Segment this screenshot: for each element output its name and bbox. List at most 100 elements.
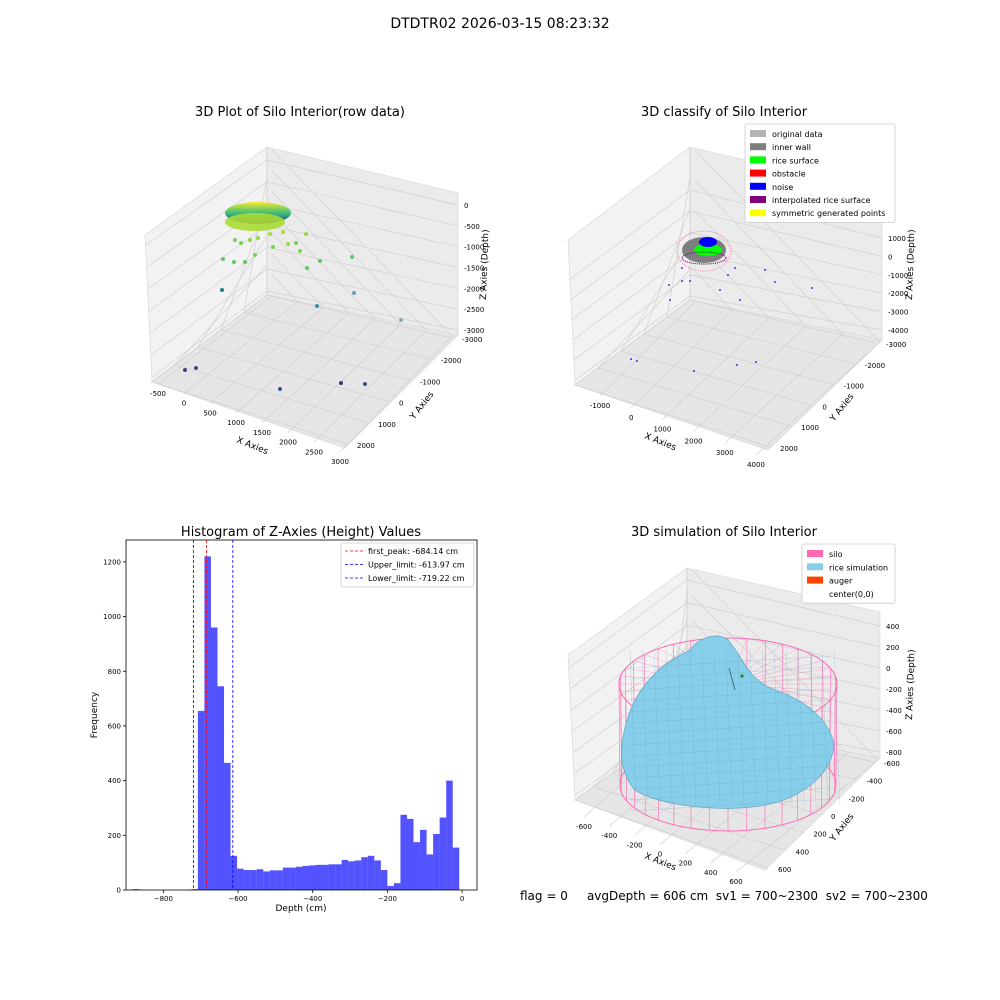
z-tick-label: 400	[886, 623, 899, 631]
x-gridline	[261, 212, 376, 424]
panel4-legend-label: silo	[829, 550, 843, 559]
histogram-bar	[302, 865, 309, 890]
rice-mesh-line	[797, 649, 805, 806]
panel2-noise-point	[681, 267, 683, 269]
histogram-legend-label: Upper_limit: -613.97 cm	[368, 561, 465, 570]
histogram-frame	[125, 539, 478, 891]
histogram-bar	[387, 885, 394, 890]
y-gridline	[643, 208, 834, 385]
z-gridline	[146, 181, 459, 268]
panel1-xlabel: X Axies	[235, 436, 270, 458]
panel1-title: 3D Plot of Silo Interior(row data)	[195, 105, 405, 120]
histogram-bar	[446, 780, 453, 890]
x-gridline	[694, 180, 844, 444]
rice-mesh-line	[629, 699, 831, 713]
y-gridline	[597, 269, 792, 427]
y-tick-label: -2000	[865, 362, 885, 370]
panel2-noise-point	[693, 370, 695, 372]
rice-mesh-line	[833, 649, 841, 806]
panel1-point	[239, 241, 243, 245]
panel2-wall-ring	[676, 230, 732, 272]
z-gridline	[571, 647, 881, 732]
panel2-noise-point	[630, 358, 632, 360]
histogram-bar	[243, 870, 251, 890]
rice-mesh-line	[749, 649, 757, 806]
y-gridline	[574, 299, 771, 448]
rice-mesh-line	[629, 798, 831, 812]
x-gridline	[209, 254, 324, 404]
histogram-bar	[433, 833, 440, 890]
histogram-bar	[315, 864, 323, 890]
histogram-bar	[295, 866, 303, 890]
y-gridline	[666, 177, 855, 365]
rice-mesh-line	[629, 787, 831, 801]
y-gridline	[620, 238, 813, 406]
y-tick-label: 400	[796, 848, 809, 856]
panel1-point	[194, 366, 198, 370]
z-gridline	[573, 274, 883, 361]
panel2-legend: original data inner wall rice surface obsta…	[744, 123, 896, 223]
histogram-bar	[276, 870, 283, 890]
status-flag: flag = 0	[520, 889, 568, 903]
z-tick-label: -1000	[888, 272, 908, 280]
rice-mesh-line	[629, 732, 831, 746]
histogram-bar	[348, 861, 355, 890]
panel4-legend-label: auger	[829, 577, 853, 586]
histogram-bar	[374, 860, 381, 890]
panel2-legend-label: inner wall	[772, 143, 811, 152]
histogram-y-tick-label: 0	[117, 887, 121, 895]
panel-raw-3d: 3D Plot of Silo Interior(row data) -500 0…	[144, 105, 491, 466]
panel2-legend-label: original data	[772, 130, 823, 139]
z-tick-label: 0	[464, 202, 468, 210]
z-tick-label: -3000	[888, 309, 908, 317]
panel1-point-cluster-rim	[225, 213, 285, 231]
panel-simulation-3d: 3D simulation of Silo Interior -600-400-…	[567, 525, 917, 886]
z-tick-label: 1000	[888, 235, 906, 243]
x-tick-label: 3000	[331, 458, 349, 466]
auger-marker	[728, 667, 744, 691]
histogram-bar	[217, 686, 225, 890]
histogram-y-tick-label: 200	[108, 832, 121, 840]
histogram-bar	[380, 870, 388, 890]
z-tick-label: -4000	[888, 327, 908, 335]
panel1-point	[281, 230, 285, 234]
y-tick-label: 200	[813, 831, 826, 839]
z-tick-label: -500	[464, 223, 480, 231]
histogram-bar	[406, 818, 414, 890]
y-tick-label: -3000	[462, 336, 482, 344]
x-tick-label: 1000	[227, 419, 245, 427]
histogram-x-tick-label: 0	[460, 895, 464, 903]
panel2-legend-label: obstacle	[772, 170, 806, 179]
x-tick-label: 500	[203, 409, 216, 417]
histogram-bar	[269, 870, 277, 890]
status-avg-depth: avgDepth = 606 cm	[586, 889, 709, 903]
panel1-point	[253, 253, 257, 257]
z-tick-label: -1000	[464, 244, 484, 252]
panel2-noise-point	[719, 289, 721, 291]
y-tick-label: -600	[884, 760, 900, 768]
status-line: flag = 0 avgDepth = 606 cm sv1 = 700~230…	[520, 889, 928, 903]
z-tick-label: -1500	[464, 265, 484, 273]
panel1-point	[268, 232, 272, 236]
histogram-bar	[361, 857, 368, 890]
panel2-legend-frame	[744, 123, 896, 223]
histogram-bar	[308, 865, 316, 890]
panel4-title: 3D simulation of Silo Interior	[631, 525, 818, 540]
rice-mesh-line	[689, 649, 697, 806]
histogram-y-tick-label: 800	[108, 668, 121, 676]
rice-mesh-line	[641, 649, 649, 806]
x-tick-label: -500	[150, 390, 166, 398]
panel1-point	[271, 245, 275, 249]
histogram-bar	[282, 867, 290, 890]
rice-mesh-line	[701, 649, 709, 806]
rice-mesh-line	[821, 649, 829, 806]
panel2-noise-point	[811, 287, 813, 289]
histogram-y-tick-label: 600	[108, 722, 121, 730]
panel4-legend: silo rice simulation auger center(0,0)	[801, 543, 896, 604]
x-gridline	[691, 595, 848, 864]
histogram-legend-label: first_peak: -684.14 cm	[368, 547, 458, 556]
panel1-point	[278, 387, 282, 391]
panel4-legend-label: rice simulation	[829, 563, 888, 572]
histogram-bar	[230, 855, 238, 890]
histogram-bar	[426, 854, 434, 890]
